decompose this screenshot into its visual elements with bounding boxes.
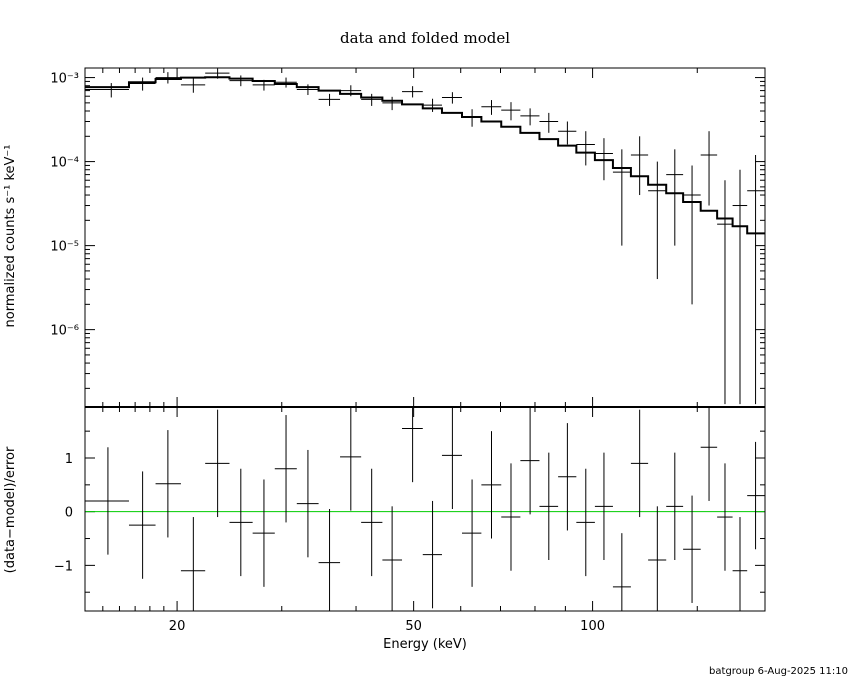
residual-point — [732, 517, 748, 611]
plot-layer: 10⁻³ 10⁻⁴ 10⁻⁵ 10⁻⁶ 1 0 −1 20 50 100 — [50, 67, 766, 634]
residual-point — [422, 500, 442, 609]
data-point — [85, 83, 129, 98]
data-point — [361, 93, 383, 106]
residual-point — [648, 506, 667, 611]
residual-point — [594, 452, 613, 560]
footer-timestamp: batgroup 6-Aug-2025 11:10 — [709, 666, 848, 677]
data-point — [155, 72, 181, 84]
data-point — [501, 102, 521, 121]
residual-point — [229, 468, 253, 577]
data-point — [229, 75, 253, 87]
residual-point — [85, 447, 129, 555]
data-point — [422, 98, 442, 112]
data-point — [612, 149, 631, 246]
x-tick-label: 20 — [169, 619, 186, 634]
data-point — [717, 180, 733, 405]
data-point — [296, 84, 319, 96]
residual-point — [382, 506, 403, 611]
residual-point — [683, 495, 701, 603]
top-y-tick-label: 10⁻⁵ — [50, 240, 79, 255]
residual-point — [318, 509, 341, 611]
residual-point — [539, 452, 559, 560]
data-point — [274, 77, 297, 88]
data-point — [700, 131, 718, 206]
data-point — [648, 161, 667, 280]
bottom-y-tick-label: 1 — [65, 452, 73, 467]
residual-point — [666, 452, 684, 560]
data-point — [461, 109, 482, 127]
data-point — [520, 108, 540, 126]
top-y-axis-label: normalized counts s⁻¹ keV⁻¹ — [3, 145, 18, 328]
residual-points — [85, 407, 765, 611]
residual-point — [630, 409, 649, 518]
residual-point — [747, 441, 765, 550]
data-point — [558, 121, 577, 145]
residual-point — [128, 471, 156, 579]
data-point — [205, 68, 230, 79]
residual-point — [180, 517, 206, 611]
data-point — [180, 78, 206, 93]
data-point — [382, 96, 403, 111]
residual-point — [501, 463, 521, 571]
data-point — [402, 86, 423, 98]
residual-point — [402, 407, 423, 483]
data-point — [340, 85, 362, 97]
residual-point — [520, 407, 540, 515]
top-y-tick-label: 10⁻⁶ — [50, 324, 79, 339]
residual-point — [361, 468, 383, 577]
data-point — [630, 136, 649, 196]
data-point — [128, 77, 156, 91]
residual-point — [558, 423, 577, 531]
residual-point — [461, 479, 482, 587]
residual-point — [576, 468, 595, 577]
bottom-y-axis-label: (data−model)/error — [3, 446, 18, 573]
residual-point — [481, 431, 502, 539]
residual-point — [700, 407, 718, 501]
residual-point — [612, 533, 631, 611]
bottom-y-tick-label: 0 — [65, 506, 73, 521]
data-point — [481, 100, 502, 115]
data-point — [576, 131, 595, 166]
residual-point — [155, 430, 181, 538]
bottom-x-ticks — [102, 407, 698, 611]
residual-point — [296, 449, 319, 558]
top-y-tick-label: 10⁻³ — [50, 72, 79, 87]
data-point — [594, 138, 613, 181]
data-points — [85, 68, 765, 405]
bottom-y-ticks: 1 0 −1 — [54, 430, 765, 593]
residual-point — [274, 415, 297, 523]
x-tick-labels: 20 50 100 — [169, 619, 605, 634]
data-point — [683, 165, 701, 305]
x-axis-label: Energy (keV) — [383, 637, 467, 652]
residual-point — [717, 463, 733, 571]
data-point — [747, 154, 765, 405]
top-y-ticks: 10⁻³ 10⁻⁴ 10⁻⁵ 10⁻⁶ — [50, 72, 765, 389]
data-point — [732, 169, 748, 405]
chart-title: data and folded model — [340, 29, 510, 47]
x-tick-label: 100 — [580, 619, 605, 634]
data-point — [539, 112, 559, 133]
data-point — [666, 149, 684, 246]
data-point — [318, 93, 341, 106]
data-point — [252, 79, 275, 91]
residual-point — [252, 479, 275, 587]
x-tick-label: 50 — [405, 619, 422, 634]
top-y-tick-label: 10⁻⁴ — [50, 156, 79, 171]
data-point — [441, 92, 462, 104]
residual-point — [205, 409, 230, 518]
residual-point — [340, 407, 362, 511]
bottom-y-tick-label: −1 — [54, 559, 73, 574]
residual-point — [441, 407, 462, 509]
